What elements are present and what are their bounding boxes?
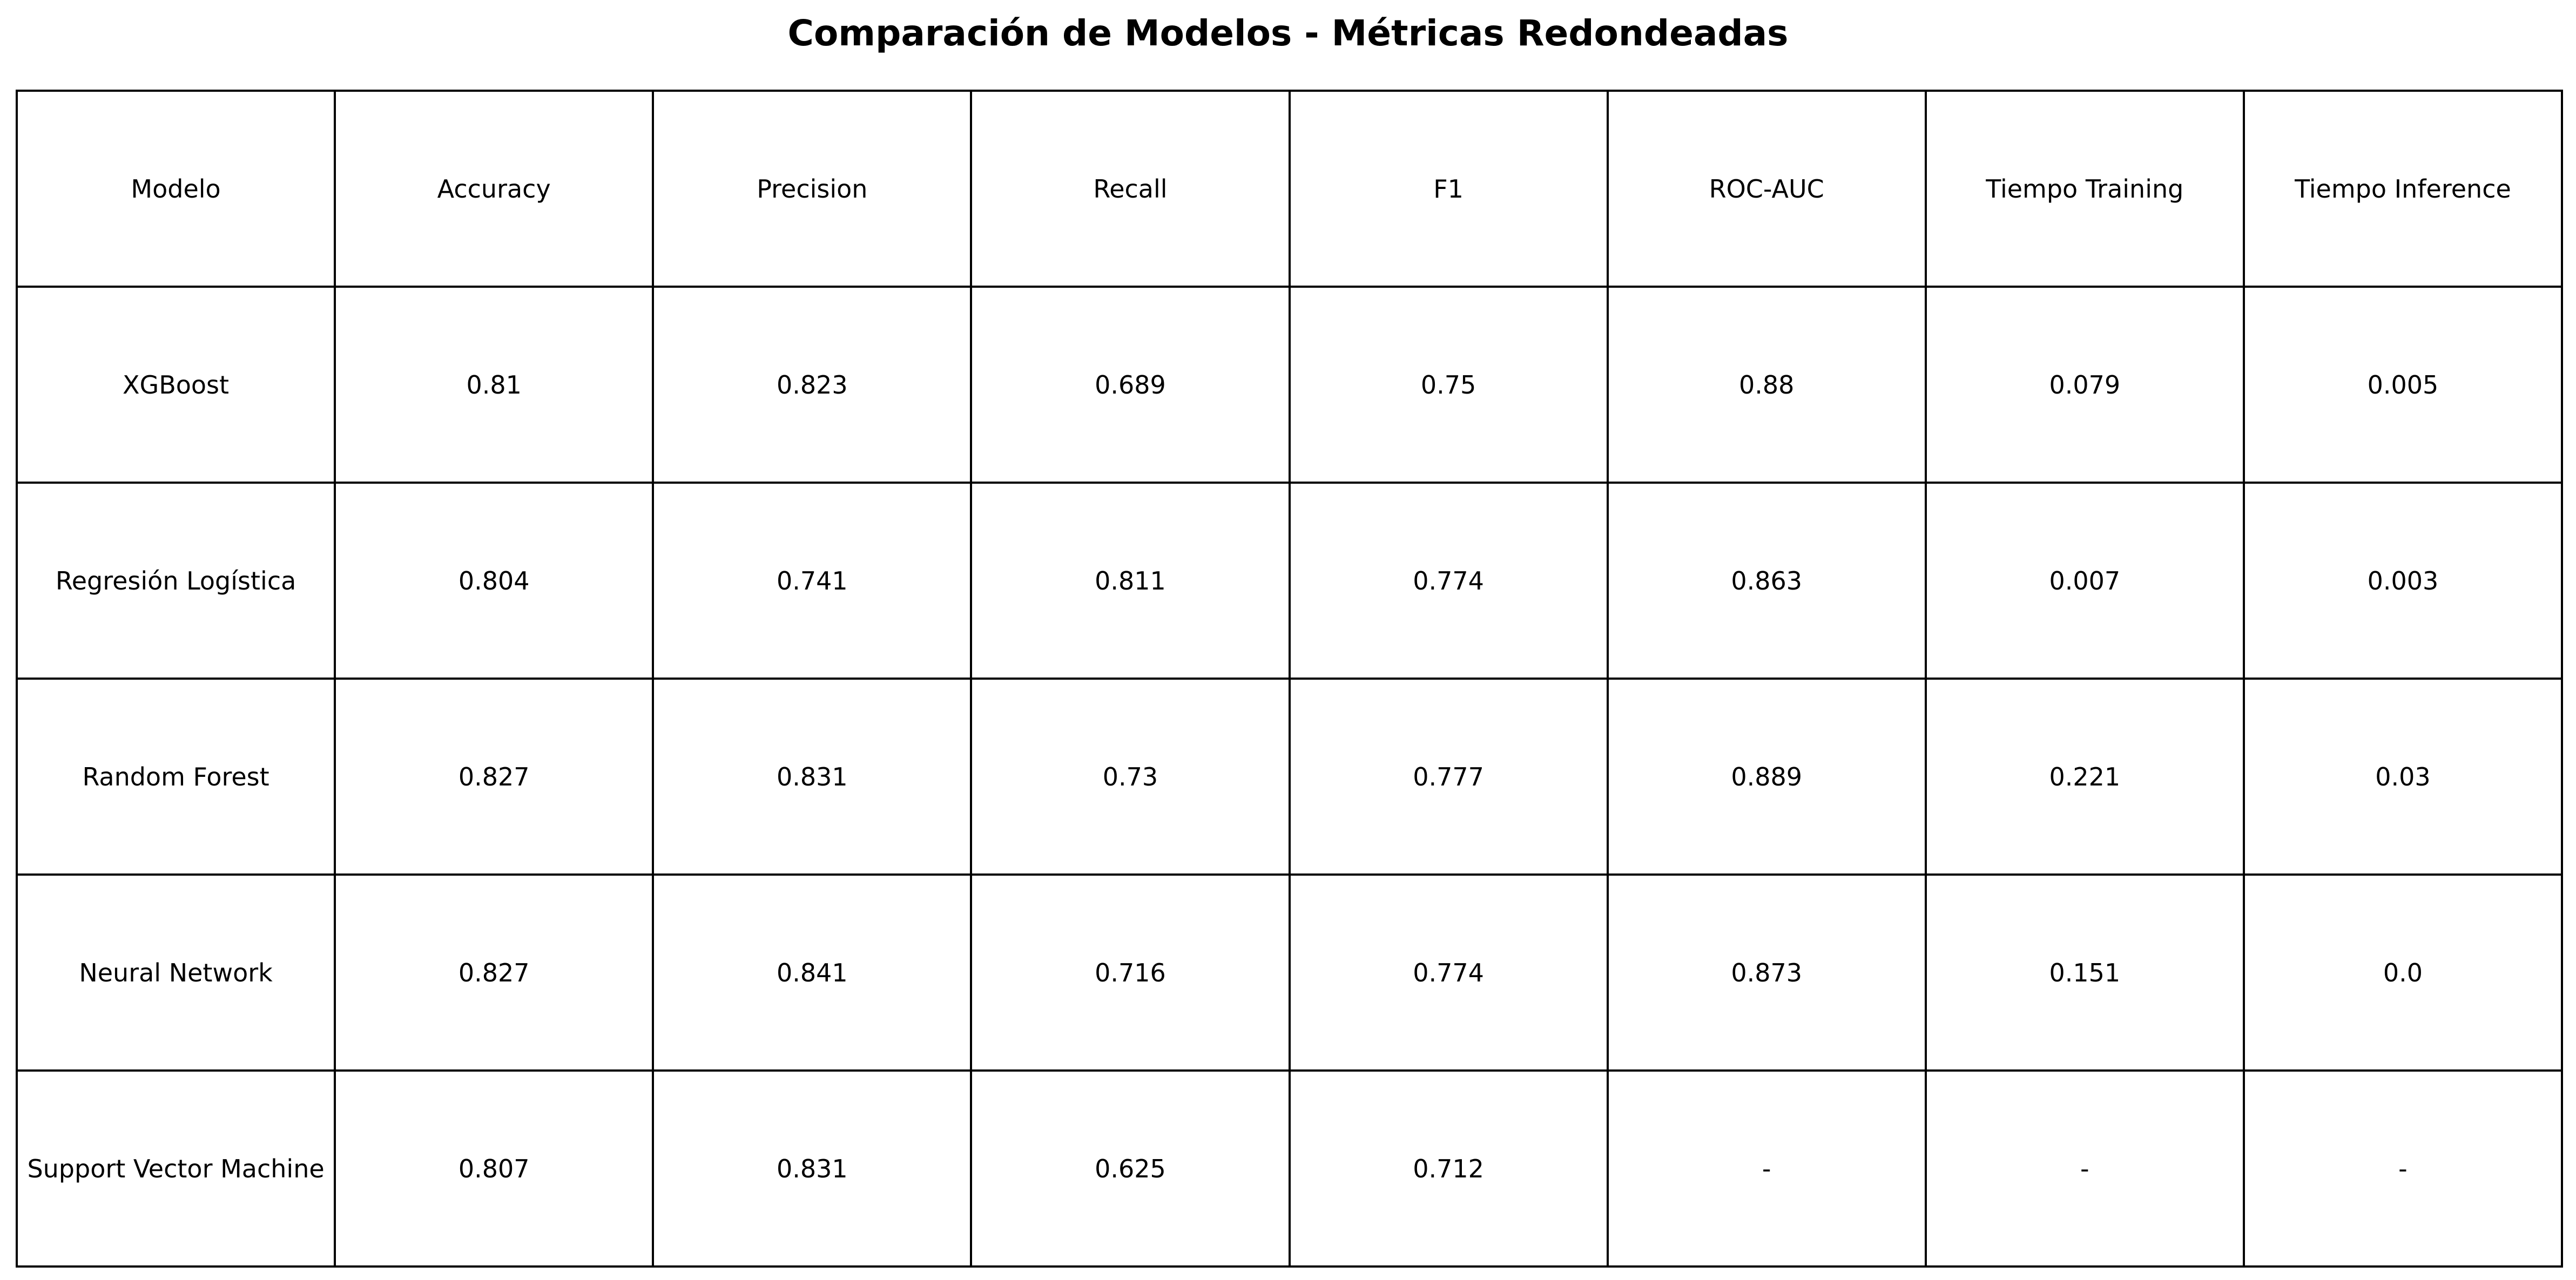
table-cell: Regresión Logística — [15, 482, 336, 680]
table-cell: 0.811 — [970, 482, 1291, 680]
table-row: Regresión Logística 0.804 0.741 0.811 0.… — [15, 482, 2564, 680]
table-cell: Support Vector Machine — [15, 1069, 336, 1268]
table-cell: 0.81 — [334, 286, 655, 484]
table-row: XGBoost 0.81 0.823 0.689 0.75 0.88 0.079… — [15, 286, 2564, 484]
header-cell-accuracy: Accuracy — [334, 90, 655, 288]
table-cell: 0.804 — [334, 482, 655, 680]
table-cell: 0.841 — [652, 873, 973, 1072]
table-cell: 0.831 — [652, 1069, 973, 1268]
table-cell: 0.889 — [1606, 678, 1927, 876]
header-cell-roc-auc: ROC-AUC — [1606, 90, 1927, 288]
table-cell: 0.007 — [1924, 482, 2245, 680]
header-cell-precision: Precision — [652, 90, 973, 288]
table-cell: 0.005 — [2242, 286, 2564, 484]
table-row: Random Forest 0.827 0.831 0.73 0.777 0.8… — [15, 678, 2564, 876]
table-cell: 0.777 — [1288, 678, 1609, 876]
table-title: Comparación de Modelos - Métricas Redond… — [787, 12, 1789, 54]
table-cell: 0.873 — [1606, 873, 1927, 1072]
table-cell: 0.831 — [652, 678, 973, 876]
table-cell: 0.03 — [2242, 678, 2564, 876]
table-cell: 0.88 — [1606, 286, 1927, 484]
table-cell: 0.625 — [970, 1069, 1291, 1268]
table-cell: 0.807 — [334, 1069, 655, 1268]
header-row: Modelo Accuracy Precision Recall F1 ROC-… — [15, 90, 2564, 288]
table-cell: 0.75 — [1288, 286, 1609, 484]
table-cell: 0.003 — [2242, 482, 2564, 680]
table-cell: 0.863 — [1606, 482, 1927, 680]
header-cell-modelo: Modelo — [15, 90, 336, 288]
table-cell: 0.712 — [1288, 1069, 1609, 1268]
table-cell: 0.823 — [652, 286, 973, 484]
table-row: Support Vector Machine 0.807 0.831 0.625… — [15, 1069, 2564, 1268]
table-cell: 0.827 — [334, 678, 655, 876]
table-cell: 0.827 — [334, 873, 655, 1072]
table-cell: Random Forest — [15, 678, 336, 876]
table-cell: 0.774 — [1288, 482, 1609, 680]
table-cell: Neural Network — [15, 873, 336, 1072]
metrics-table: Modelo Accuracy Precision Recall F1 ROC-… — [15, 90, 2564, 1268]
table-cell: 0.774 — [1288, 873, 1609, 1072]
table-cell: - — [1606, 1069, 1927, 1268]
table-cell: 0.689 — [970, 286, 1291, 484]
header-cell-tiempo-training: Tiempo Training — [1924, 90, 2245, 288]
table-cell: 0.73 — [970, 678, 1291, 876]
header-cell-recall: Recall — [970, 90, 1291, 288]
table-cell: 0.151 — [1924, 873, 2245, 1072]
header-cell-tiempo-inference: Tiempo Inference — [2242, 90, 2564, 288]
table-cell: 0.079 — [1924, 286, 2245, 484]
table-cell: 0.716 — [970, 873, 1291, 1072]
header-cell-f1: F1 — [1288, 90, 1609, 288]
table-cell: 0.741 — [652, 482, 973, 680]
table-cell: - — [1924, 1069, 2245, 1268]
table-row: Neural Network 0.827 0.841 0.716 0.774 0… — [15, 873, 2564, 1072]
table-cell: - — [2242, 1069, 2564, 1268]
table-cell: 0.0 — [2242, 873, 2564, 1072]
table-cell: 0.221 — [1924, 678, 2245, 876]
table-cell: XGBoost — [15, 286, 336, 484]
